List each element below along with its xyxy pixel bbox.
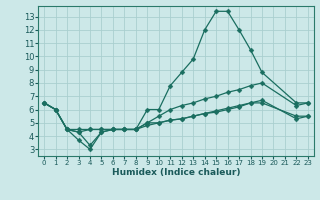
- X-axis label: Humidex (Indice chaleur): Humidex (Indice chaleur): [112, 168, 240, 177]
